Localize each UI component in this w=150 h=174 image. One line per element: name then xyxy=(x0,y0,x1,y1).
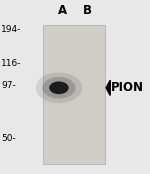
Ellipse shape xyxy=(49,81,69,94)
Text: 97-: 97- xyxy=(1,81,16,90)
Text: 116-: 116- xyxy=(1,59,22,68)
Text: A: A xyxy=(58,4,67,17)
Text: 50-: 50- xyxy=(1,134,16,143)
Bar xyxy=(43,25,105,164)
Text: PION: PION xyxy=(111,81,144,94)
Text: B: B xyxy=(83,4,92,17)
Ellipse shape xyxy=(42,77,75,99)
Polygon shape xyxy=(106,80,110,95)
Ellipse shape xyxy=(36,73,82,103)
Text: 194-: 194- xyxy=(1,25,22,34)
